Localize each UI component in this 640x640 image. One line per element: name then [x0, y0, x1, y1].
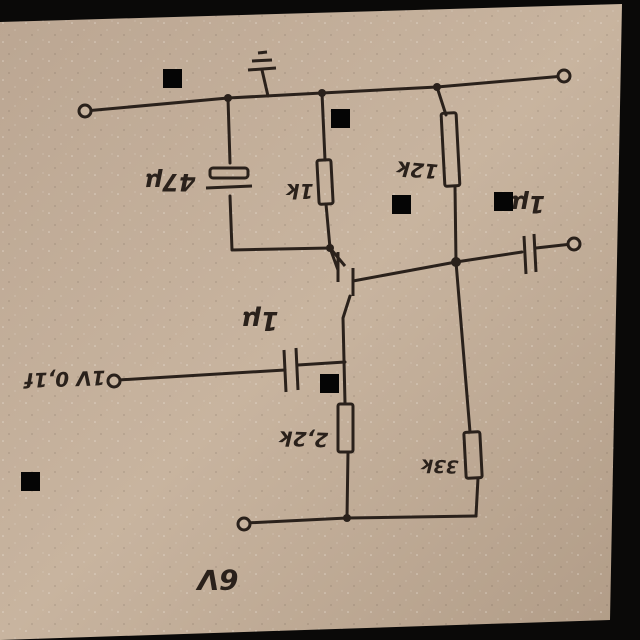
emitter-wire	[341, 294, 352, 520]
bias-bottom-resistor	[462, 430, 484, 480]
occlusion-squares	[21, 69, 513, 491]
bias-top-resistor	[439, 111, 462, 188]
terminal-top-left	[77, 103, 93, 119]
terminals	[77, 68, 582, 532]
label-r-bias-bottom: 33k	[420, 454, 459, 476]
label-r-emitter: 2,2k	[277, 426, 328, 452]
collector-resistor	[315, 158, 335, 206]
label-input-signal: 1V 0,1f	[22, 366, 106, 393]
terminal-output	[566, 236, 582, 252]
input-capacitor	[282, 347, 300, 393]
emitter-resistor	[336, 402, 355, 454]
output-capacitor	[522, 233, 538, 275]
terminal-input	[106, 373, 122, 389]
label-r-collector: 1k	[285, 179, 314, 203]
terminal-bottom	[236, 516, 252, 532]
ground-symbol	[247, 50, 277, 72]
cap-branch-wire	[226, 96, 332, 252]
label-cap-input: 1μ	[241, 305, 278, 335]
bias-top-wire	[435, 85, 458, 264]
electrolytic-capacitor	[205, 166, 253, 190]
label-cap-output: 1μ	[511, 190, 545, 218]
label-supply: 6V	[195, 563, 238, 596]
input-wire	[116, 360, 347, 382]
terminal-top-right	[556, 68, 572, 84]
label-r-bias-top: 12k	[394, 156, 439, 184]
ground-stem	[260, 68, 270, 98]
label-cap-electrolytic: 47μ	[144, 168, 196, 196]
bias-bottom-wire	[454, 260, 480, 518]
junction-dots	[224, 83, 461, 522]
paper-speckle	[0, 4, 622, 640]
